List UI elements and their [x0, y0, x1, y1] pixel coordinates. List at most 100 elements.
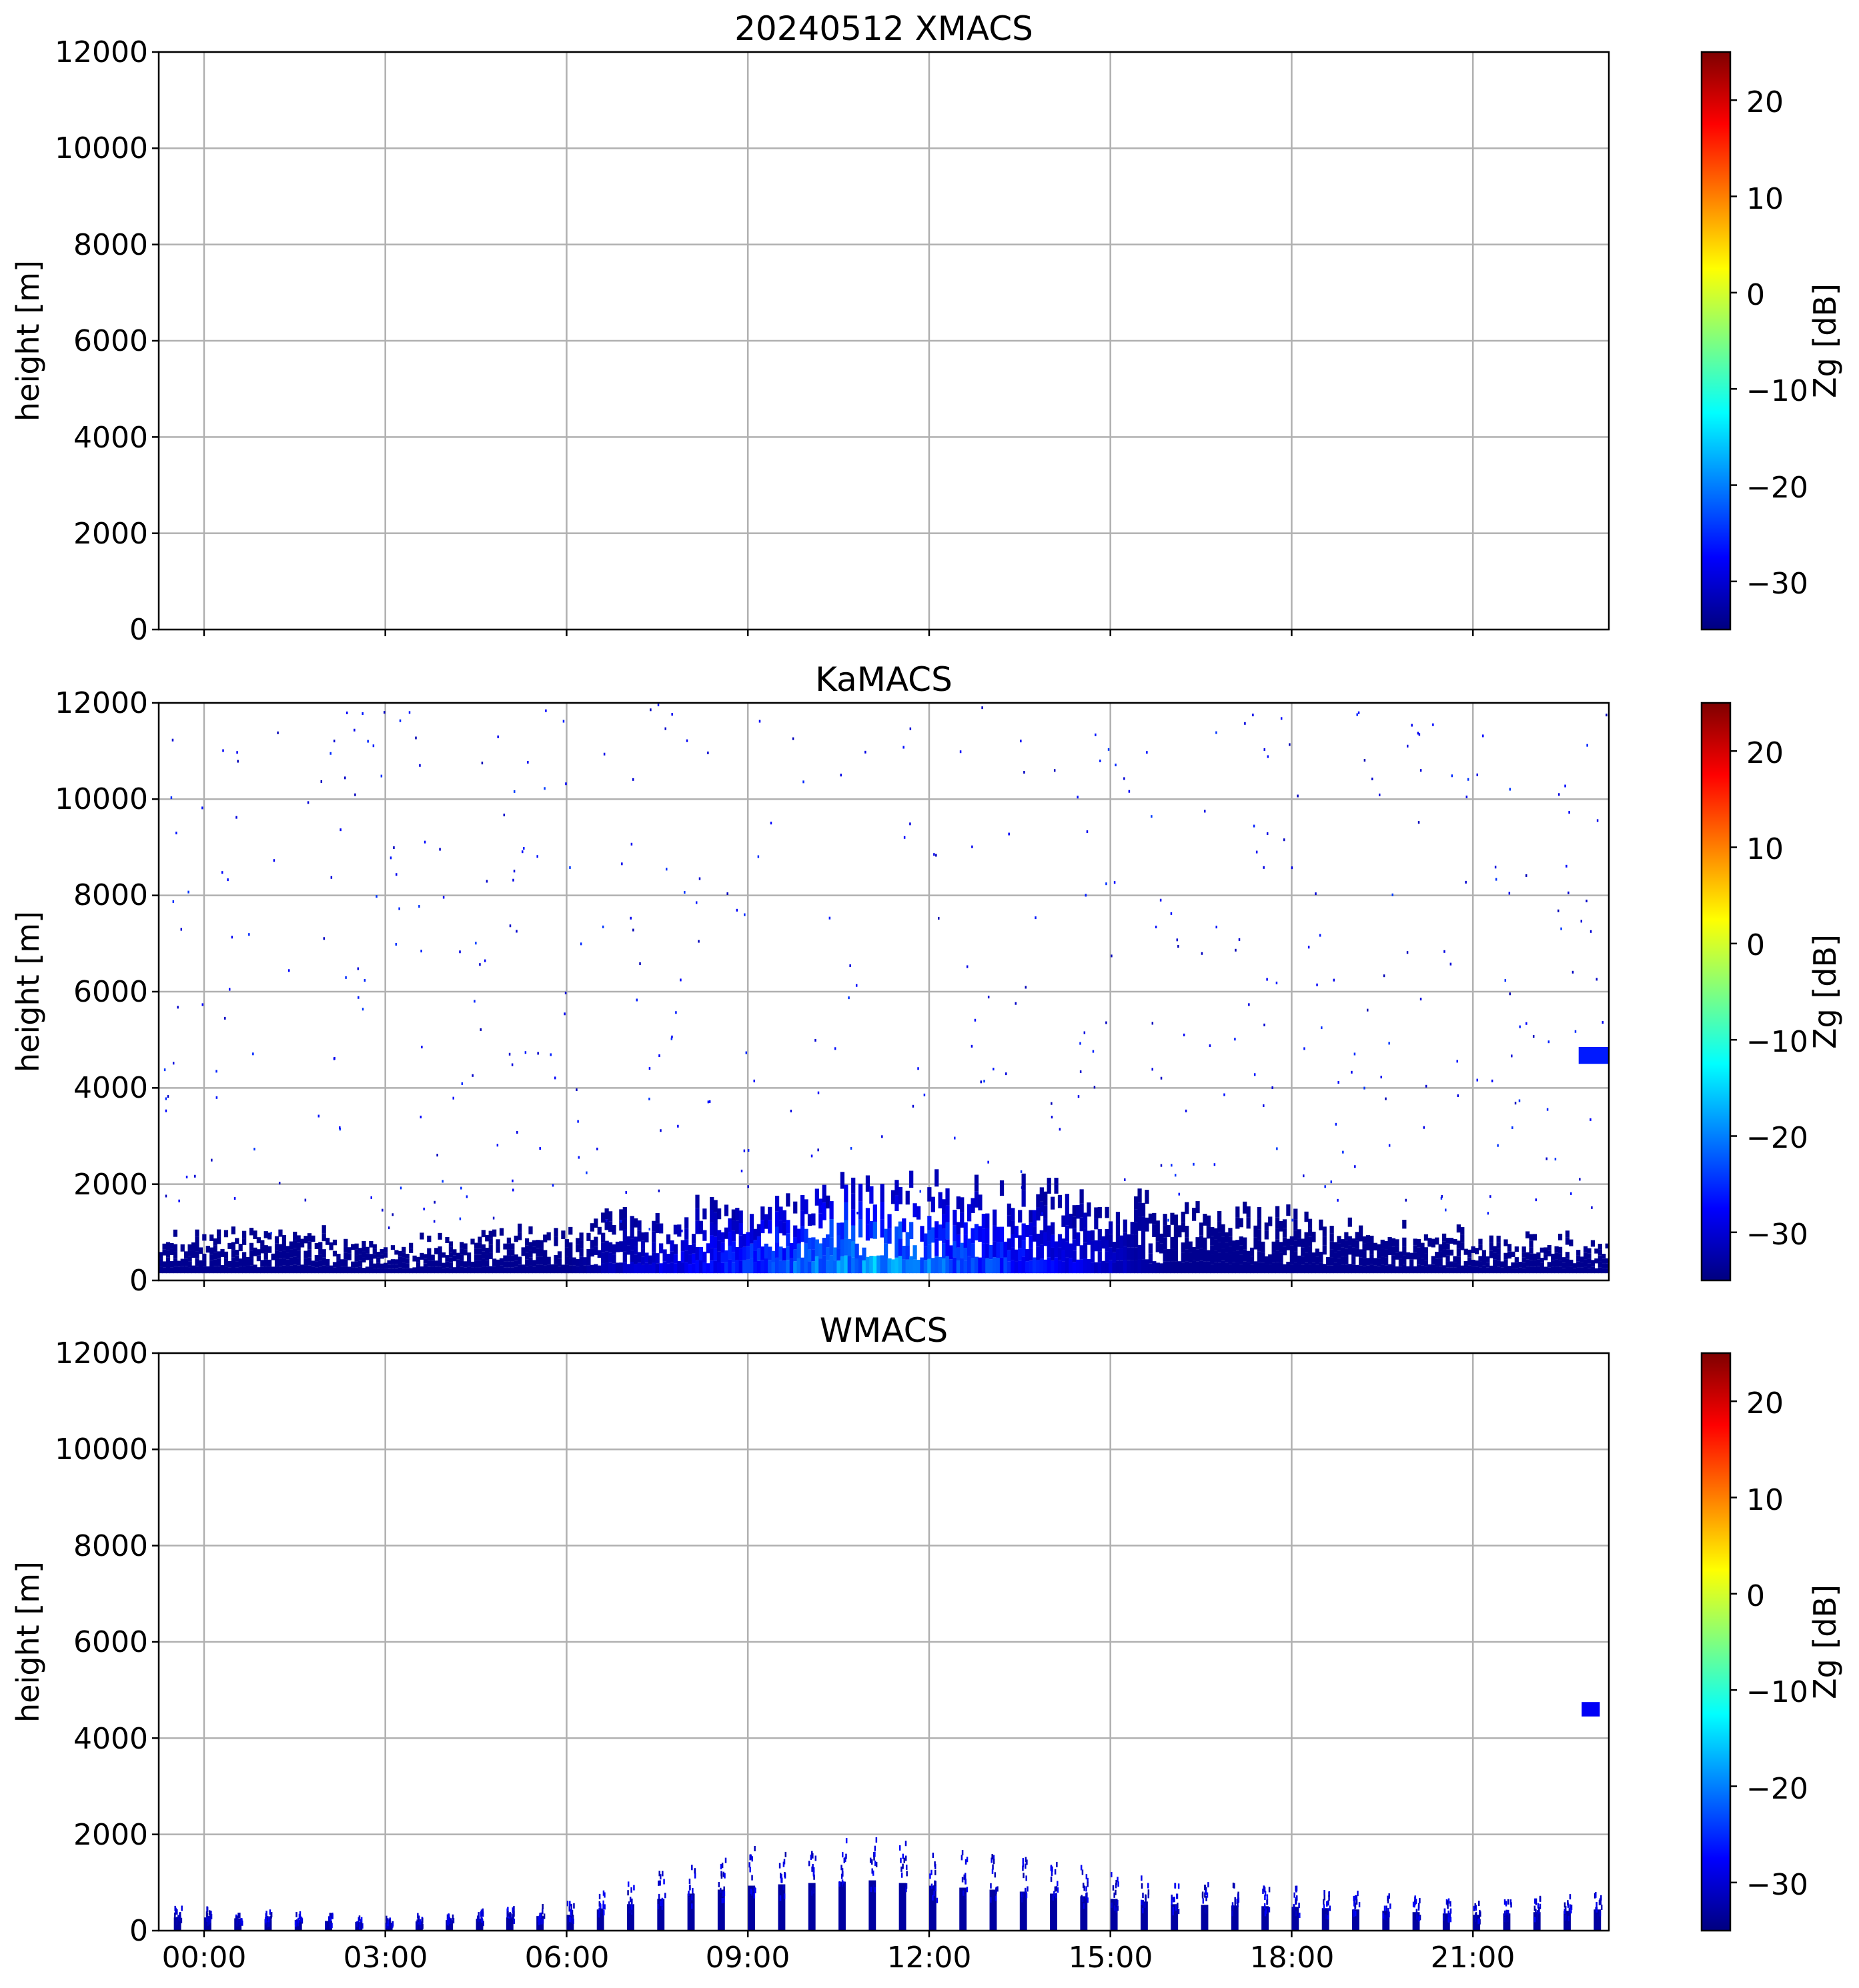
echo-cell: [1554, 1246, 1559, 1253]
streak-speck: [513, 1918, 516, 1924]
noise-dot: [330, 876, 333, 879]
streak-speck: [572, 1919, 574, 1925]
echo-cell: [478, 1242, 482, 1249]
echo-cell: [774, 1196, 780, 1212]
streak-speck: [664, 1893, 666, 1899]
streak-speck: [1449, 1901, 1451, 1907]
streak-speck: [627, 1890, 629, 1896]
echo-cell: [716, 1262, 722, 1274]
echo-cell: [478, 1254, 482, 1261]
echo-cell: [1235, 1262, 1240, 1274]
echo-cell: [1387, 1236, 1392, 1246]
noise-dot: [165, 1097, 167, 1100]
streak-speck: [874, 1845, 876, 1851]
echo-cell: [1387, 1246, 1392, 1256]
echo-cell: [804, 1228, 808, 1244]
streak-speck: [1172, 1910, 1174, 1916]
streak-speck: [1022, 1865, 1024, 1871]
echo-cell: [1398, 1266, 1403, 1274]
echo-cell: [608, 1242, 613, 1253]
streak-speck: [961, 1877, 964, 1883]
streak-speck: [1025, 1875, 1027, 1881]
streak-speck: [330, 1916, 332, 1922]
streak-speck: [1595, 1907, 1597, 1913]
echo-cell: [953, 1257, 957, 1274]
echo-cell: [387, 1260, 392, 1265]
noise-dot: [1324, 1185, 1326, 1188]
streak-speck: [1087, 1877, 1089, 1883]
noise-dot: [1020, 1170, 1023, 1173]
noise-dot: [707, 1100, 710, 1104]
echo-cell: [1329, 1257, 1334, 1266]
streak-speck: [1323, 1895, 1325, 1901]
echo-cell: [1145, 1190, 1149, 1204]
streak-speck: [237, 1915, 239, 1921]
echo-cell: [1402, 1255, 1407, 1264]
streak-speck: [1447, 1898, 1450, 1904]
echo-cell: [165, 1257, 171, 1266]
noise-dot: [1307, 946, 1310, 949]
echo-cell: [362, 1240, 366, 1246]
streak-speck: [814, 1855, 817, 1861]
streak-speck: [722, 1871, 725, 1877]
echo-cell: [597, 1265, 602, 1274]
echo-cell: [1231, 1240, 1236, 1252]
echo-cell: [1369, 1244, 1374, 1255]
streak-speck: [1415, 1909, 1418, 1915]
streak-speck: [1087, 1881, 1089, 1887]
echo-cell: [869, 1186, 874, 1204]
noise-dot: [358, 996, 360, 999]
streak-speck: [416, 1923, 418, 1929]
noise-dot: [1476, 773, 1479, 776]
echo-cell: [165, 1242, 171, 1250]
echo-cell: [630, 1227, 634, 1239]
echo-cell: [935, 1256, 939, 1274]
echo-cell: [691, 1263, 696, 1274]
echo-cell: [920, 1226, 924, 1242]
echo-cell: [452, 1255, 457, 1262]
echo-cell: [826, 1247, 830, 1260]
echo-cell: [420, 1252, 424, 1260]
noise-dot: [370, 1196, 373, 1199]
echo-cell: [1195, 1249, 1200, 1262]
echo-cell: [521, 1264, 526, 1274]
echo-cell: [1369, 1264, 1374, 1274]
streak-speck: [1117, 1905, 1119, 1911]
noise-dot: [513, 870, 516, 873]
echo-cell: [865, 1256, 870, 1274]
echo-cell: [1449, 1267, 1454, 1274]
panel-xmacs: 20240512 XMACS 0 2000 4000 6000 8000 100…: [10, 9, 1843, 647]
echo-cell: [1551, 1253, 1556, 1260]
echo-cell: [274, 1243, 279, 1251]
echo-cell: [576, 1238, 580, 1245]
echo-cell: [1275, 1262, 1280, 1274]
echo-cell: [1130, 1234, 1135, 1248]
streak-speck: [241, 1920, 243, 1926]
echo-cell: [1163, 1237, 1167, 1250]
echo-cell: [894, 1195, 899, 1211]
noise-dot: [1215, 731, 1217, 734]
streak-speck: [752, 1886, 755, 1892]
echo-cell: [738, 1248, 743, 1261]
gridlines: [159, 1352, 1609, 1932]
echo-cell: [1072, 1250, 1077, 1262]
echo-cell: [274, 1266, 279, 1274]
echo-cell: [1380, 1239, 1385, 1248]
noise-dot: [1235, 948, 1237, 952]
echo-cell: [1148, 1253, 1153, 1264]
echo-cell: [1474, 1260, 1479, 1267]
echo-cell: [402, 1257, 406, 1263]
echo-cell: [409, 1248, 414, 1253]
echo-cell: [956, 1247, 961, 1260]
echo-cell: [985, 1228, 990, 1244]
noise-dot: [1380, 1076, 1382, 1079]
echo-cell: [452, 1249, 457, 1256]
echo-cell: [470, 1261, 475, 1268]
echo-cell: [1289, 1236, 1294, 1246]
streak-speck: [1328, 1891, 1330, 1897]
streak-speck: [1295, 1895, 1298, 1901]
streak-speck: [1473, 1905, 1475, 1911]
streak-speck: [270, 1913, 272, 1919]
echo-cell: [1293, 1262, 1298, 1274]
echo-cell: [1065, 1241, 1069, 1258]
